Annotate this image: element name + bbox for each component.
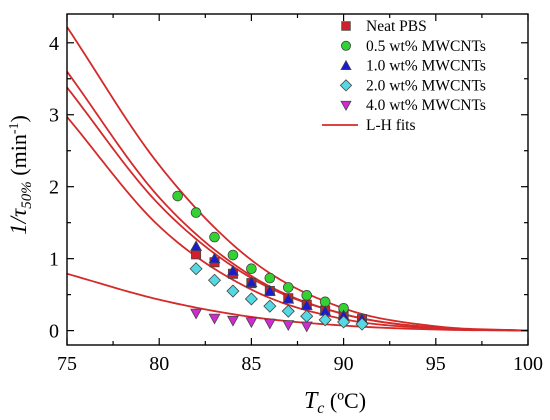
data-point-s5-2 <box>208 313 221 325</box>
ticks: 75 80 85 90 95 100 0 1 2 3 4 <box>49 14 543 375</box>
y-tick-label: 3 <box>49 105 59 127</box>
data-point-s3-5 <box>263 284 276 296</box>
legend-marker-1 <box>341 21 351 31</box>
data-point-s5-7 <box>300 321 313 333</box>
x-axis-title: Tc (ºC) <box>304 388 366 417</box>
x-axis-title-main: T <box>304 388 319 414</box>
fit-curve-2 <box>66 26 529 332</box>
x-tick-label: 80 <box>149 353 169 375</box>
x-tick-label: 95 <box>426 353 446 375</box>
legend-label-fit: L-H fits <box>366 117 416 134</box>
data-point-s4-6 <box>281 304 295 318</box>
legend-label-3: 1.0 wt% MWCNTs <box>366 58 486 75</box>
y-axis-title-sub: 50% <box>19 181 35 209</box>
data-point-s2-5 <box>246 263 257 275</box>
legend-label-1: Neat PBS <box>366 18 427 35</box>
data-point-s4-9 <box>337 315 351 329</box>
data-point-s3-6 <box>282 292 295 304</box>
legend-label-4: 2.0 wt% MWCNTs <box>366 77 486 94</box>
data-point-s2-6 <box>264 272 276 284</box>
data-point-s3-1 <box>190 240 203 252</box>
data-point-s3-4 <box>245 276 258 288</box>
data-point-s4-5 <box>263 299 277 313</box>
data-point-s3-7 <box>300 299 313 311</box>
x-axis-title-sub: c <box>317 400 324 417</box>
y-tick-label: 2 <box>49 177 59 199</box>
y-axis-title-sup: -1 <box>7 122 22 134</box>
data-point-s5-3 <box>226 315 239 327</box>
legend-marker-3 <box>340 59 352 70</box>
y-tick-label: 0 <box>49 321 59 343</box>
fit-curve-5 <box>66 272 529 332</box>
data-point-s2-3 <box>209 231 220 243</box>
x-axis-title-unit: (ºC) <box>324 388 366 413</box>
data-point-s5-1 <box>190 308 203 320</box>
x-tick-label: 75 <box>57 353 77 375</box>
data-point-s4-2 <box>207 273 222 287</box>
data-point-s5-4 <box>245 317 258 329</box>
legend-marker-4 <box>339 79 353 92</box>
data-point-s2-1 <box>172 190 183 202</box>
data-point-s5-5 <box>263 318 276 330</box>
legend-label-5: 4.0 wt% MWCNTs <box>366 97 486 114</box>
legend-marker-2 <box>340 40 351 51</box>
data-point-s2-4 <box>227 249 239 261</box>
y-axis-title: 1/τ50% (min-1) <box>6 115 35 235</box>
data-point-s4-1 <box>189 262 203 276</box>
data-point-s2-7 <box>282 282 294 293</box>
x-tick-label: 85 <box>241 353 261 375</box>
data-markers <box>172 190 369 333</box>
y-axis-title-unit: (min <box>6 134 31 181</box>
y-axis-title-close: ) <box>6 115 31 122</box>
y-tick-label: 1 <box>49 249 59 271</box>
data-point-s3-3 <box>226 264 239 276</box>
data-point-s4-4 <box>244 292 258 306</box>
legend-label-2: 0.5 wt% MWCNTs <box>366 38 486 55</box>
data-point-s4-10 <box>355 317 369 331</box>
data-point-s3-2 <box>208 252 221 264</box>
x-tick-label: 100 <box>513 353 543 375</box>
legend: Neat PBS 0.5 wt% MWCNTs 1.0 wt% MWCNTs 2.0 … <box>322 18 486 134</box>
data-point-s4-8 <box>318 313 332 327</box>
data-point-s2-8 <box>301 290 313 301</box>
data-point-s4-3 <box>226 284 240 298</box>
legend-marker-5 <box>340 100 352 111</box>
x-tick-label: 90 <box>334 353 354 375</box>
data-point-s2-2 <box>190 207 202 218</box>
fit-curves <box>66 26 529 332</box>
data-point-s5-6 <box>282 320 295 331</box>
y-axis-title-main: 1/τ <box>6 208 31 235</box>
data-point-s1-1 <box>191 249 202 260</box>
y-tick-label: 4 <box>49 33 59 55</box>
